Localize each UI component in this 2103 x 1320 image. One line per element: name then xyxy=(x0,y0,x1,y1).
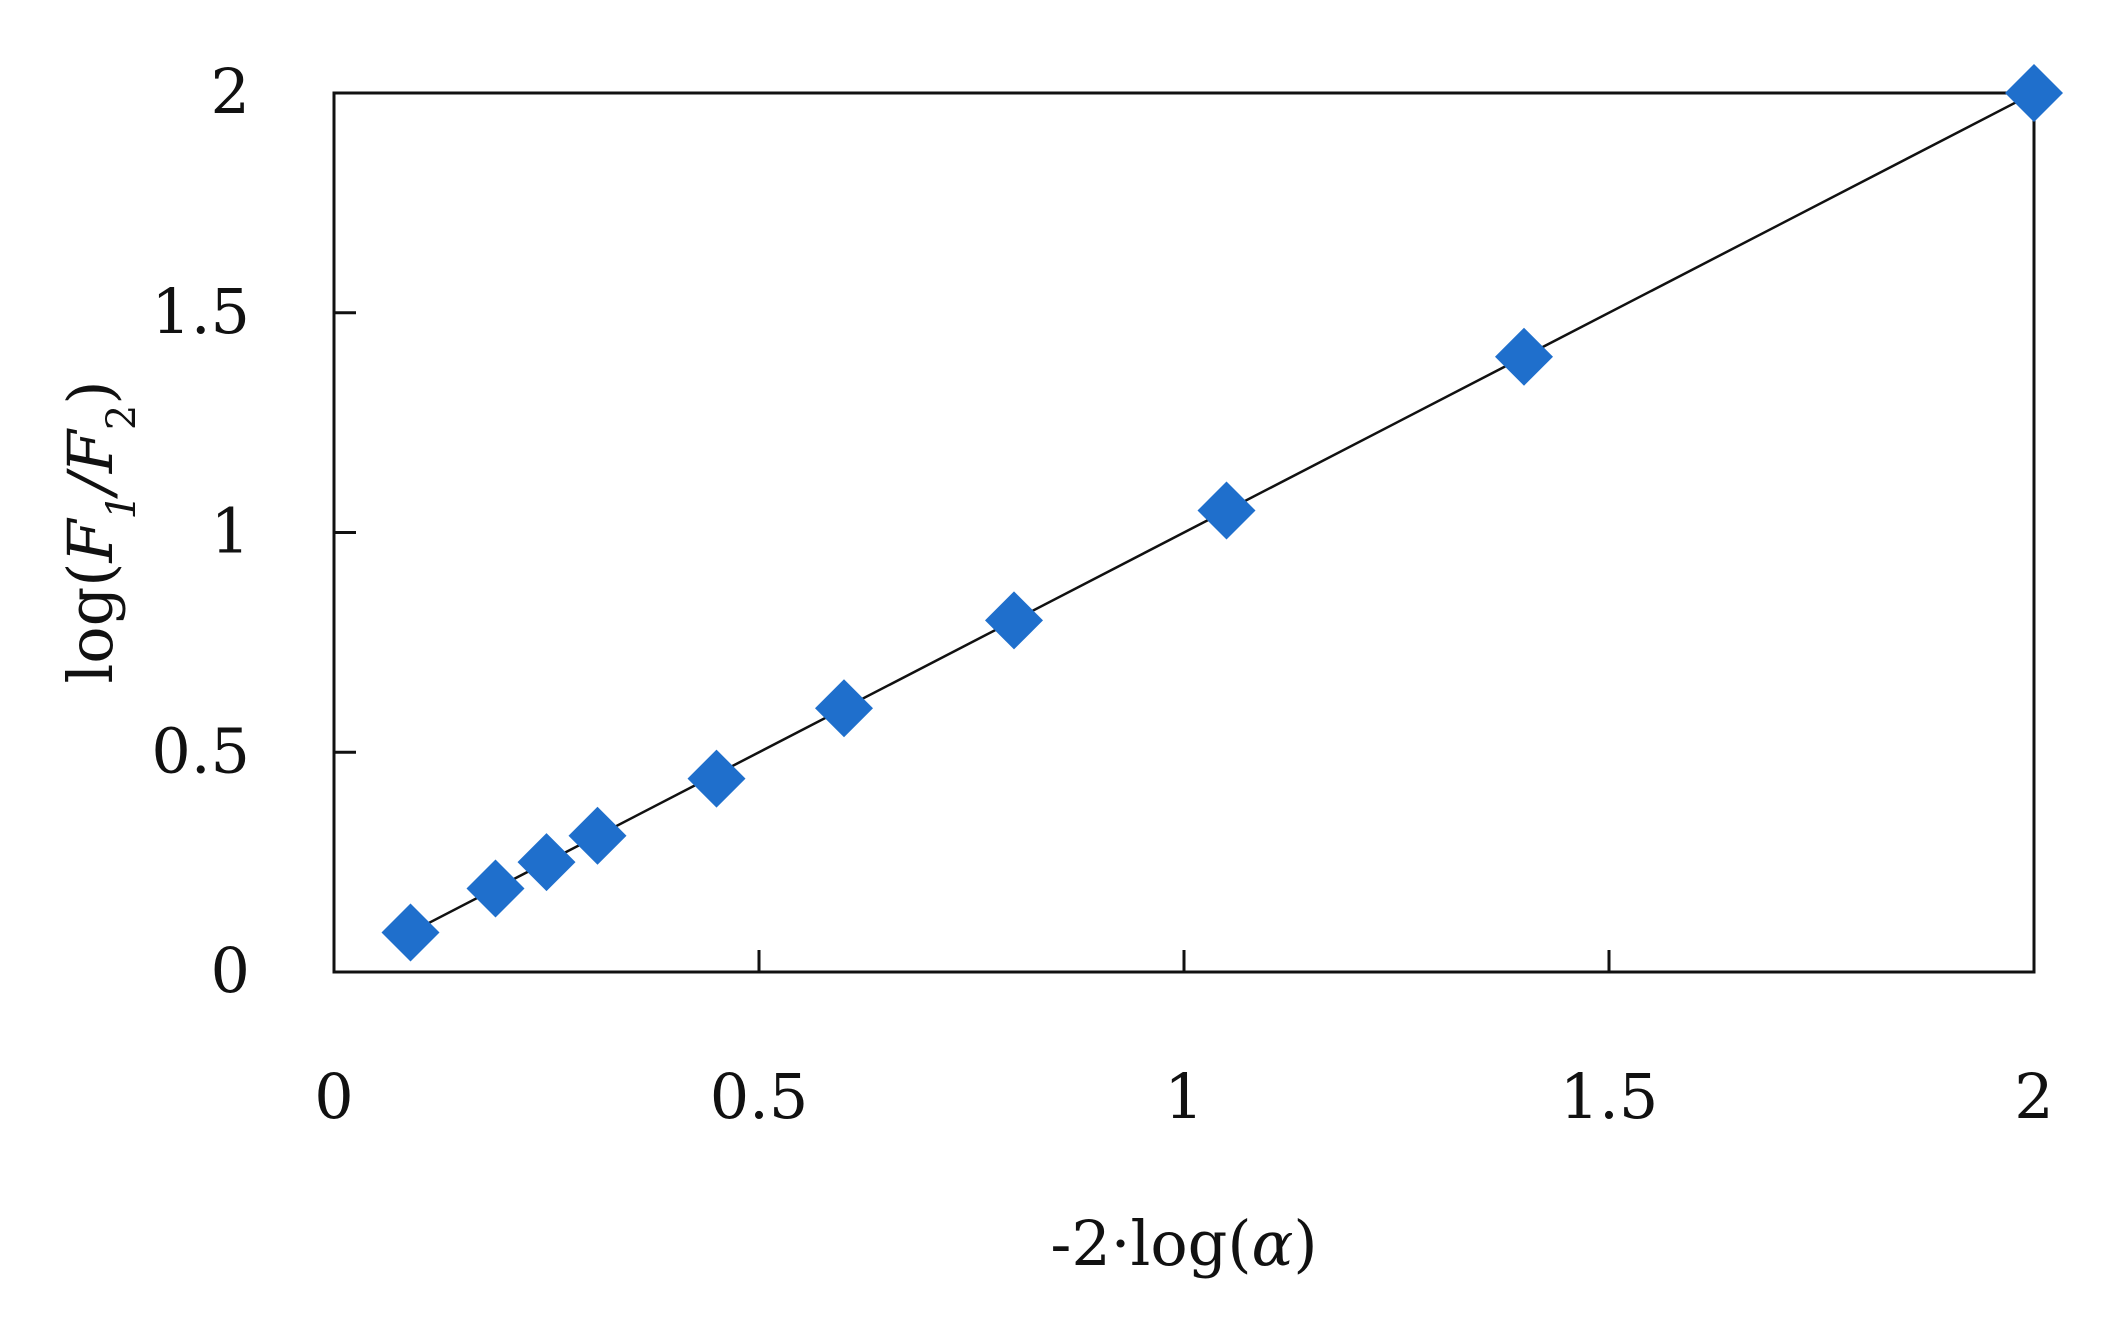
x-tick-label: 2 xyxy=(2014,1060,2053,1133)
y-tick-label: 1.5 xyxy=(151,275,250,348)
y-tick-label: 0.5 xyxy=(151,714,250,787)
x-tick-label: 0.5 xyxy=(710,1060,809,1133)
data-point xyxy=(466,859,525,918)
x-tick-label: 1 xyxy=(1164,1060,1203,1133)
y-axis-title: log(F1/F2) xyxy=(54,380,145,683)
y-tick-label: 0 xyxy=(211,934,250,1007)
data-point xyxy=(1495,327,1553,386)
x-axis-tick-labels: 0 0.5 1 1.5 2 xyxy=(314,1060,2053,1133)
y-axis-ticks xyxy=(334,311,356,754)
data-point xyxy=(517,833,576,892)
x-axis-title: -2·log(α) xyxy=(1050,1207,1317,1280)
x-axis-ticks xyxy=(757,950,1611,972)
data-point xyxy=(687,749,746,808)
data-point xyxy=(2005,64,2063,122)
y-tick-label: 2 xyxy=(211,55,250,128)
data-point xyxy=(815,679,873,738)
data-points xyxy=(381,64,2063,962)
y-tick-label: 1 xyxy=(211,495,250,568)
data-point xyxy=(985,591,1043,650)
data-point xyxy=(381,903,440,962)
y-axis-tick-labels: 0 0.5 1 1.5 2 xyxy=(151,55,250,1007)
x-tick-label: 1.5 xyxy=(1560,1060,1659,1133)
data-point xyxy=(1197,481,1256,540)
data-point xyxy=(568,806,627,865)
x-tick-label: 0 xyxy=(314,1060,353,1133)
